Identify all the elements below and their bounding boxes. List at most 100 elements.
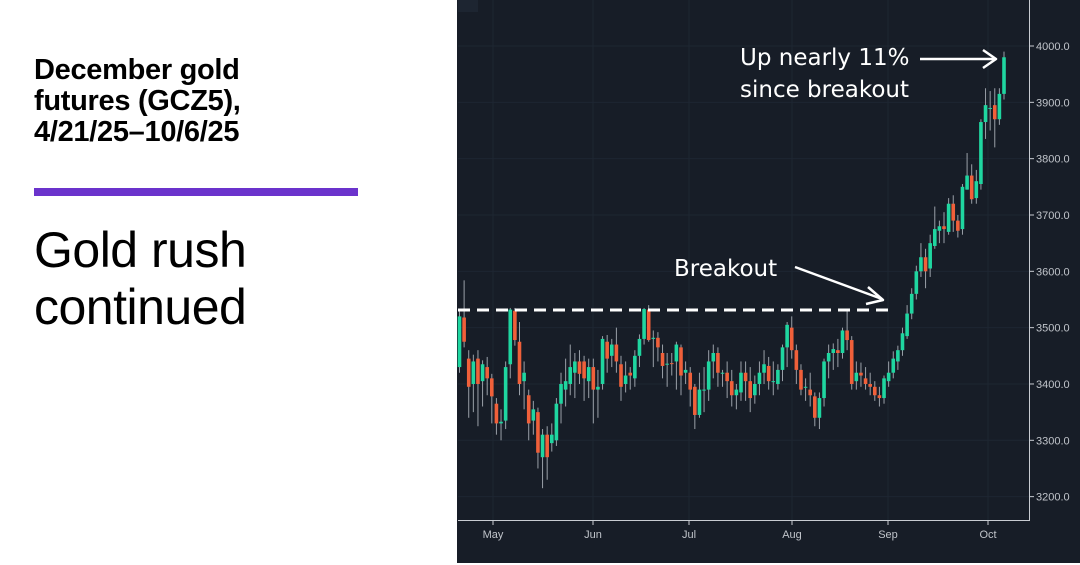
candle-body <box>900 333 905 351</box>
candle-body <box>559 383 563 404</box>
candle-body <box>960 186 965 230</box>
candle-body <box>877 395 882 399</box>
candle-body <box>513 310 517 341</box>
candle-body <box>836 350 840 353</box>
y-tick-label: 3500.0 <box>1036 323 1070 335</box>
candle-body <box>831 349 836 353</box>
candle-body <box>997 93 1002 120</box>
candle-body <box>822 361 826 399</box>
candle-body <box>669 363 674 365</box>
gain-arrowhead-icon <box>982 48 998 70</box>
candle-body <box>1002 57 1006 94</box>
candle-body <box>891 358 896 373</box>
candle-body <box>591 367 596 390</box>
gain-label-line-2: since breakout <box>740 77 910 103</box>
candle-body <box>605 341 609 359</box>
candle-body <box>965 175 969 190</box>
candle-body <box>563 381 568 390</box>
subtitle-line-1: Gold rush <box>34 222 247 278</box>
candle-body <box>863 378 868 384</box>
chart-title: December gold futures (GCZ5), 4/21/25–10… <box>34 55 364 148</box>
candle-body <box>457 316 462 368</box>
candle-body <box>780 347 785 370</box>
candle-body <box>522 372 526 382</box>
candle-body <box>789 327 794 351</box>
candle-body <box>932 229 937 246</box>
candle-body <box>753 383 757 396</box>
candle-body <box>609 344 614 356</box>
candle-body <box>974 181 979 199</box>
candle-body <box>956 220 960 231</box>
y-tick-label: 3800.0 <box>1036 154 1070 166</box>
candle-body <box>494 403 499 424</box>
candle-body <box>757 372 762 384</box>
candle-body <box>508 309 513 365</box>
candle-body <box>471 361 476 384</box>
candle-body <box>840 330 845 353</box>
candle-body <box>646 309 651 341</box>
candle-body <box>896 350 900 362</box>
candle-body <box>983 105 988 123</box>
candle-body <box>600 338 605 384</box>
panel-corner-block <box>458 0 478 12</box>
candle-body <box>568 367 573 384</box>
candle-body <box>642 309 646 339</box>
candle-body <box>536 412 540 453</box>
candle-body <box>628 372 633 376</box>
candle-body <box>531 409 536 421</box>
candle-body <box>582 361 586 379</box>
candle-body <box>923 257 928 272</box>
candle-body <box>485 367 489 379</box>
candle-body <box>619 364 623 387</box>
candle-body <box>826 352 831 362</box>
candle-body <box>517 341 522 384</box>
candle-body <box>909 293 914 314</box>
breakout-label: Breakout <box>674 256 778 282</box>
candle-body <box>854 372 859 382</box>
candle-body <box>480 364 485 382</box>
candle-body <box>697 389 702 415</box>
x-tick-label: Aug <box>782 529 802 541</box>
y-tick-label: 3200.0 <box>1036 492 1070 504</box>
candle-body <box>766 365 771 382</box>
candle-body <box>688 372 693 390</box>
candle-body <box>577 361 582 374</box>
candle-body <box>490 378 494 397</box>
candle-body <box>462 317 466 342</box>
candle-body <box>914 271 919 294</box>
y-tick-label: 3400.0 <box>1036 379 1070 391</box>
candle-body <box>743 372 748 382</box>
candle-body <box>614 344 619 362</box>
candle-body <box>725 372 729 382</box>
x-tick-label: Sep <box>878 529 898 541</box>
candle-body <box>586 367 591 382</box>
candle-body <box>651 337 656 339</box>
candle-body <box>526 395 531 424</box>
y-tick-label: 3700.0 <box>1036 210 1070 222</box>
accent-divider <box>34 188 358 196</box>
candle-body <box>665 363 669 365</box>
candle-body <box>882 378 886 399</box>
candle-body <box>905 313 909 337</box>
x-tick-label: Oct <box>979 529 996 541</box>
chart-subtitle: Gold rush continued <box>34 222 364 336</box>
candle-body <box>716 352 720 373</box>
candle-body <box>633 355 637 379</box>
candle-body <box>476 358 480 384</box>
title-line-2: futures (GCZ5), <box>34 85 241 117</box>
candle-body <box>656 337 660 348</box>
candle-body <box>711 352 716 362</box>
candle-body <box>693 386 697 415</box>
candle-body <box>886 372 891 382</box>
candle-body <box>623 375 628 384</box>
x-tick-label: Jul <box>682 529 696 541</box>
candle-body <box>466 358 471 387</box>
x-tick-label: Jun <box>584 529 602 541</box>
candle-body <box>946 203 951 232</box>
candle-body <box>554 403 559 441</box>
candle-body <box>706 361 711 390</box>
candle-body <box>937 226 942 231</box>
candle-body <box>845 330 849 341</box>
candle-body <box>794 350 799 370</box>
